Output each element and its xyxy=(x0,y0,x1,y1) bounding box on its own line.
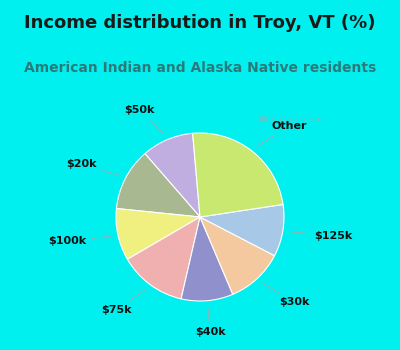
Wedge shape xyxy=(128,217,200,299)
Text: $100k: $100k xyxy=(48,236,111,246)
Wedge shape xyxy=(200,217,274,294)
Text: ●: ● xyxy=(258,114,266,124)
Text: Income distribution in Troy, VT (%): Income distribution in Troy, VT (%) xyxy=(24,14,376,32)
Wedge shape xyxy=(116,209,200,259)
Text: $40k: $40k xyxy=(195,308,226,337)
Text: Other: Other xyxy=(257,121,307,146)
Text: $20k: $20k xyxy=(66,159,119,176)
Wedge shape xyxy=(145,133,200,217)
Text: City-Data.com: City-Data.com xyxy=(260,114,324,124)
Text: $75k: $75k xyxy=(101,289,145,315)
Text: $50k: $50k xyxy=(124,105,164,134)
Wedge shape xyxy=(193,133,283,217)
Wedge shape xyxy=(116,154,200,217)
Text: $30k: $30k xyxy=(262,283,309,307)
Wedge shape xyxy=(200,204,284,256)
Text: $125k: $125k xyxy=(290,231,353,241)
Text: American Indian and Alaska Native residents: American Indian and Alaska Native reside… xyxy=(24,61,376,75)
Wedge shape xyxy=(181,217,233,301)
